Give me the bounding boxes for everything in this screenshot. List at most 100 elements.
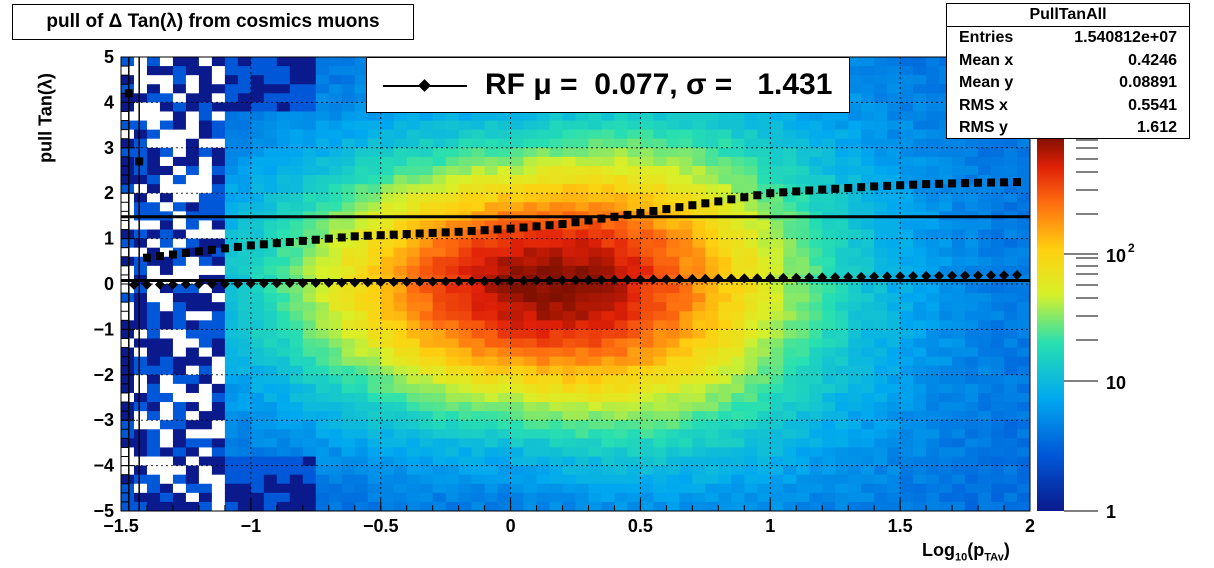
heatmap-cell	[926, 193, 940, 203]
heatmap-cell	[250, 84, 265, 94]
heatmap-cell	[653, 156, 667, 167]
heatmap-cell	[328, 447, 343, 458]
heatmap-cell	[406, 238, 421, 249]
heatmap-cell	[263, 229, 278, 240]
heatmap-cell	[406, 356, 421, 367]
mean-marker	[869, 271, 880, 282]
heatmap-cell	[380, 265, 395, 276]
heatmap-cell	[146, 165, 161, 176]
heatmap-cell	[848, 365, 862, 376]
heatmap-cell	[458, 320, 473, 330]
heatmap-cell	[121, 438, 135, 449]
heatmap-cell	[679, 165, 693, 176]
heatmap-cell	[172, 66, 187, 76]
heatmap-cell	[302, 75, 317, 85]
heatmap-cell	[952, 438, 966, 449]
heatmap-cell	[900, 147, 914, 158]
heatmap-cell	[848, 356, 862, 367]
heatmap-cell	[523, 465, 538, 476]
heatmap-cell	[692, 311, 706, 321]
heatmap-cell	[666, 420, 680, 430]
heatmap-cell	[471, 402, 486, 412]
heatmap-cell	[393, 365, 408, 376]
heatmap-cell	[445, 429, 460, 439]
heatmap-cell	[926, 302, 940, 312]
heatmap-cell	[861, 138, 875, 149]
heatmap-cell	[640, 311, 655, 321]
heatmap-cell	[185, 202, 200, 212]
heatmap-cell	[939, 229, 953, 240]
heatmap-cell	[328, 483, 343, 494]
heatmap-cell	[549, 293, 564, 303]
heatmap-cell	[848, 238, 862, 249]
heatmap-cell	[965, 492, 979, 503]
heatmap-cell	[705, 465, 719, 476]
heatmap-cell	[562, 193, 577, 203]
heatmap-cell	[874, 256, 888, 267]
sigma-marker	[662, 205, 671, 214]
heatmap-cell	[978, 165, 992, 176]
heatmap-cell	[510, 429, 525, 439]
heatmap-cell	[796, 447, 810, 458]
heatmap-cell	[471, 320, 486, 330]
heatmap-cell	[146, 93, 161, 103]
heatmap-cell	[523, 293, 538, 303]
heatmap-cell	[458, 265, 473, 276]
heatmap-cell	[835, 329, 849, 340]
mean-marker	[817, 272, 828, 283]
heatmap-cell	[731, 220, 745, 231]
heatmap-cell	[939, 347, 953, 358]
heatmap-cell	[510, 111, 525, 122]
heatmap-cell	[887, 84, 901, 94]
heatmap-cell	[731, 474, 745, 485]
heatmap-cell	[848, 347, 862, 358]
heatmap-cell	[575, 184, 590, 194]
mean-marker	[830, 272, 841, 283]
heatmap-cell	[354, 220, 369, 231]
heatmap-cell	[614, 447, 629, 458]
heatmap-cell	[796, 501, 810, 511]
heatmap-cell	[198, 293, 213, 303]
heatmap-cell	[484, 111, 499, 122]
heatmap-cell	[406, 156, 421, 167]
heatmap-cell	[302, 311, 317, 321]
heatmap-cell	[159, 66, 174, 76]
heatmap-cell	[679, 265, 693, 276]
heatmap-cell	[809, 338, 823, 349]
heatmap-cell	[614, 311, 629, 321]
heatmap-cell	[159, 429, 174, 439]
heatmap-cell	[1004, 338, 1018, 349]
heatmap-cell	[705, 302, 719, 312]
heatmap-cell	[861, 447, 875, 458]
heatmap-cell	[445, 411, 460, 421]
heatmap-cell	[848, 84, 862, 94]
heatmap-cell	[588, 229, 603, 240]
heatmap-cell	[224, 184, 239, 194]
heatmap-cell	[393, 193, 408, 203]
heatmap-cell	[601, 320, 616, 330]
heatmap-cell	[341, 501, 356, 511]
heatmap-cell	[731, 447, 745, 458]
heatmap-cell	[211, 302, 226, 312]
heatmap-cell	[900, 175, 914, 185]
heatmap-cell	[523, 429, 538, 439]
heatmap-cell	[172, 184, 187, 194]
heatmap-cell	[276, 293, 291, 303]
heatmap-cell	[367, 447, 382, 458]
heatmap-cell	[445, 420, 460, 430]
heatmap-cell	[250, 284, 265, 294]
heatmap-cell	[640, 456, 655, 467]
heatmap-cell	[809, 402, 823, 412]
mean-marker	[167, 279, 178, 290]
heatmap-cell	[939, 57, 953, 67]
heatmap-cell	[718, 501, 732, 511]
heatmap-cell	[185, 66, 200, 76]
heatmap-cell	[705, 156, 719, 167]
heatmap-cell	[172, 156, 187, 167]
heatmap-cell	[471, 247, 486, 258]
mean-marker	[713, 273, 724, 284]
sigma-marker	[571, 218, 580, 227]
heatmap-cell	[328, 347, 343, 358]
heatmap-cell	[237, 129, 252, 140]
heatmap-cell	[172, 456, 187, 467]
